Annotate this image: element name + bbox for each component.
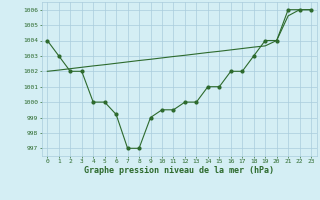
X-axis label: Graphe pression niveau de la mer (hPa): Graphe pression niveau de la mer (hPa) — [84, 166, 274, 175]
